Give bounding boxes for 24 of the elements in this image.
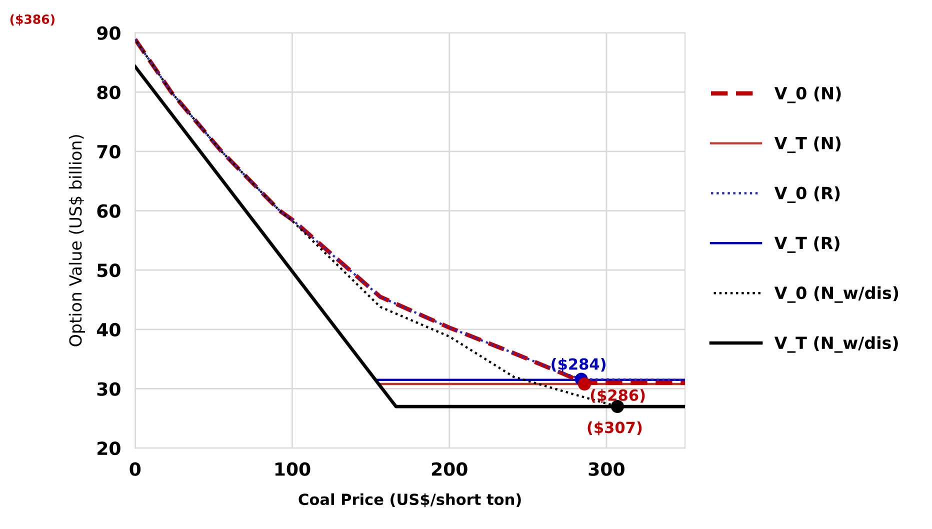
text: ($386) xyxy=(10,14,54,26)
y-tick-label: 20 xyxy=(98,442,120,456)
x-tick-label: 300 xyxy=(588,462,624,476)
y-tick-label: 50 xyxy=(98,264,120,278)
y-tick-label: 70 xyxy=(97,144,120,159)
y-axis-title: Option Value (US$ billion) xyxy=(68,135,86,346)
y-tick-label: 90 xyxy=(97,26,120,40)
legend-label: V_0 (R) xyxy=(774,186,840,203)
legend-label: V_0 (N) xyxy=(774,86,841,104)
legend-label: V_T (R) xyxy=(774,236,840,253)
annotation: ($284) xyxy=(552,358,606,372)
legend-label: V_T (N_w/dis) xyxy=(774,336,898,353)
y-tick-label: 60 xyxy=(97,204,120,218)
legend-label: V_T (N) xyxy=(774,136,841,154)
y-tick-label: 30 xyxy=(97,382,120,396)
annotation: ($286) xyxy=(590,389,645,403)
x-tick-label: 100 xyxy=(275,462,310,476)
y-tick-label: 40 xyxy=(96,322,120,337)
annotation: ($307) xyxy=(588,421,642,436)
x-tick-label: 200 xyxy=(432,462,468,476)
legend-label: V_0 (N_w/dis) xyxy=(774,286,898,303)
x-tick-label: 0 xyxy=(130,462,141,476)
x-axis-title: Coal Price (US$/short ton) xyxy=(298,493,521,508)
y-tick-label: 80 xyxy=(97,86,120,100)
